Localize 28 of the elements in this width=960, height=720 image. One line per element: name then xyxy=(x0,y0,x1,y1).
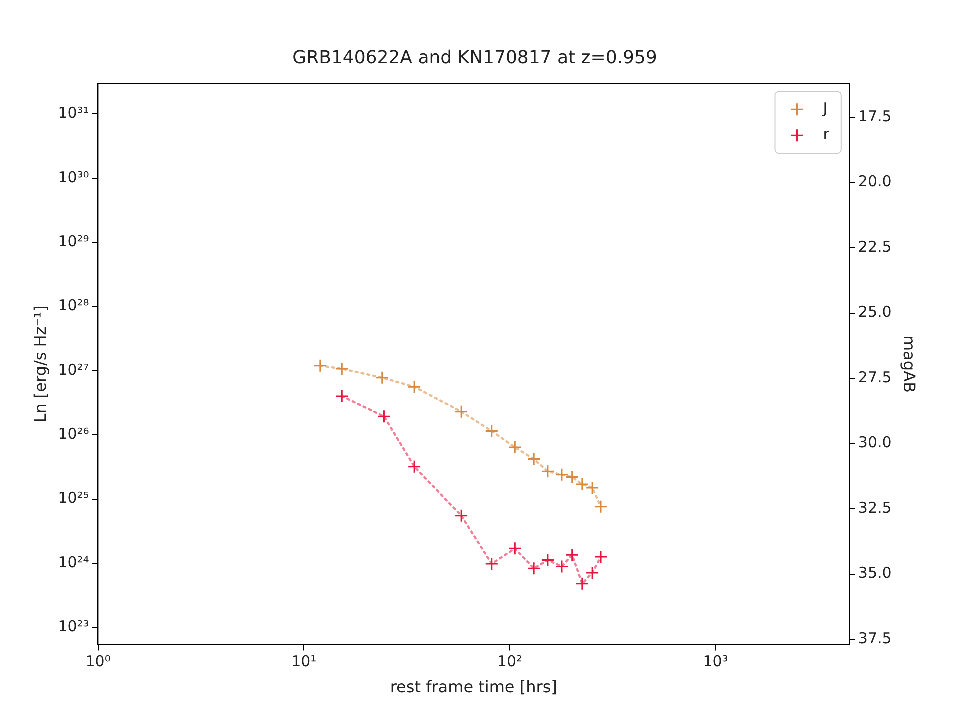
x-tick-label: 10¹ xyxy=(292,652,317,671)
chart-title: GRB140622A and KN170817 at z=0.959 xyxy=(292,47,658,68)
y-tick-label: 10²⁵ xyxy=(58,489,90,508)
legend-label: r xyxy=(823,125,830,144)
y2-tick-label: 27.5 xyxy=(858,368,892,386)
y-tick-label: 10³⁰ xyxy=(58,168,90,186)
y-axis-title: Ln [erg/s Hz⁻¹] xyxy=(30,306,50,423)
y2-tick-label: 37.5 xyxy=(858,629,892,648)
y-tick-label: 10²⁸ xyxy=(58,296,90,315)
y2-tick-label: 32.5 xyxy=(858,498,892,517)
y-tick-label: 10³¹ xyxy=(58,104,90,122)
x-tick-label: 10⁰ xyxy=(86,652,111,671)
x-axis-title: rest frame time [hrs] xyxy=(390,678,558,697)
y2-tick-label: 30.0 xyxy=(858,434,892,452)
y2-tick-label: 20.0 xyxy=(858,172,892,191)
y2-tick-label: 35.0 xyxy=(858,564,892,582)
x-tick-label: 10² xyxy=(497,652,522,671)
y2-tick-label: 17.5 xyxy=(858,107,892,126)
y2-tick-label: 25.0 xyxy=(858,303,892,322)
y-tick-label: 10²⁴ xyxy=(58,553,90,572)
y2-tick-label: 22.5 xyxy=(858,238,892,256)
y-tick-label: 10²⁷ xyxy=(58,360,90,379)
y-tick-label: 10²⁶ xyxy=(58,424,90,443)
y2-axis-title: magAB xyxy=(900,335,920,393)
legend-label: J xyxy=(822,99,828,118)
y-tick-label: 10²³ xyxy=(58,618,90,636)
y-tick-label: 10²⁹ xyxy=(58,232,90,250)
x-tick-label: 10³ xyxy=(703,652,728,671)
